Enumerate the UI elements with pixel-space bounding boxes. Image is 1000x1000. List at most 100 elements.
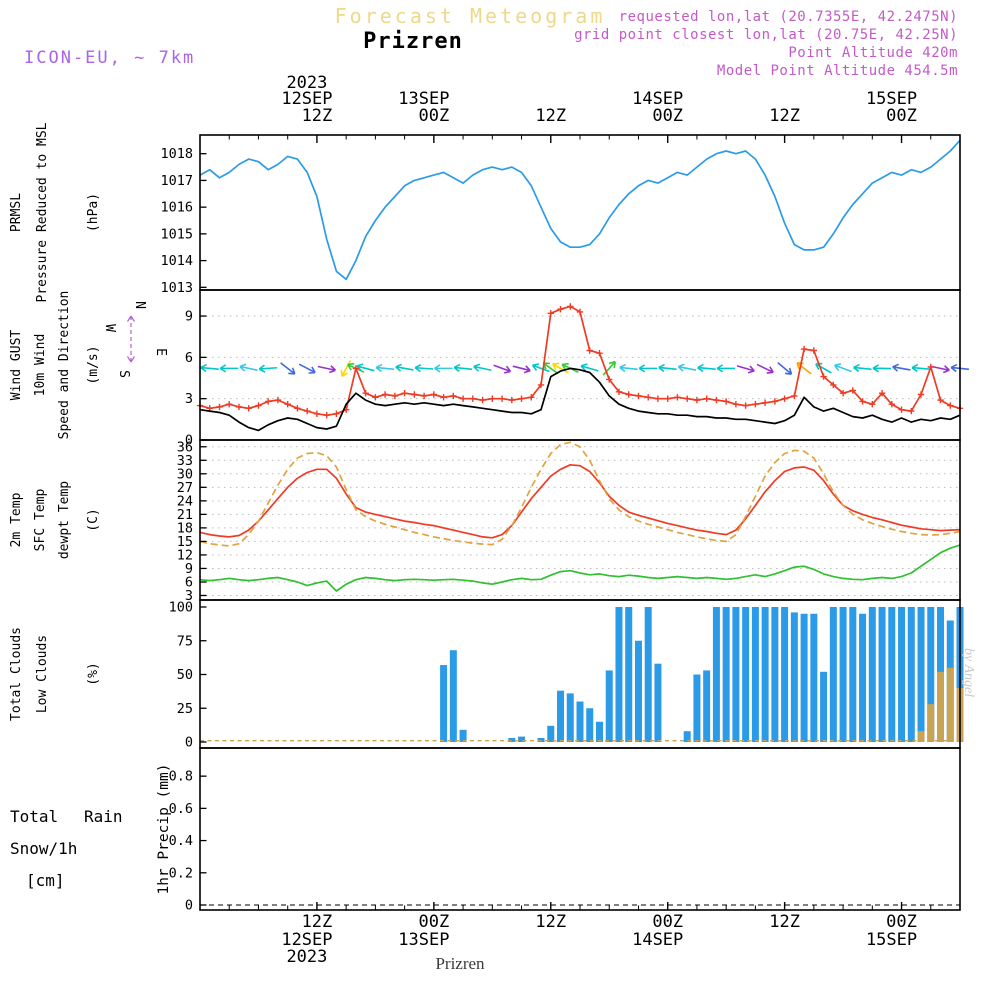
precip-legend-label: [cm] [26, 871, 65, 890]
svg-text:W: W [102, 324, 117, 332]
footer-station: Prizren [435, 954, 485, 973]
panel-axis-label: SFC Temp [33, 489, 48, 552]
wind-direction-arrow [200, 363, 219, 373]
low-clouds-bar [937, 671, 945, 742]
watermark: by Angel [961, 648, 976, 698]
total-clouds-bar [907, 607, 915, 742]
wind-direction-arrow [493, 364, 512, 374]
total-clouds-bar [625, 607, 633, 742]
total-clouds-bar [644, 607, 652, 742]
total-clouds-bar [634, 640, 642, 742]
total-clouds-bar [703, 670, 711, 742]
y-tick-label: 0 [185, 735, 193, 751]
wind-direction-arrow [340, 360, 352, 378]
y-tick-label: 15 [177, 534, 193, 550]
total-clouds-bar [547, 725, 555, 742]
sfc-temp-line [199, 441, 961, 547]
total-clouds-bar [820, 671, 828, 742]
y-tick-label: 25 [177, 701, 193, 717]
wind-direction-arrow [736, 365, 755, 374]
station-title: Prizren [363, 29, 463, 54]
low-clouds-bar [927, 704, 935, 742]
2m-temp-line [199, 463, 961, 539]
svg-text:N: N [132, 301, 147, 309]
total-clouds-bar [732, 607, 740, 742]
wind-direction-arrow [512, 365, 531, 374]
meta-model-point-altitude: Model Point Altitude 454.5m [716, 63, 958, 79]
panel-axis-label: (%) [86, 662, 101, 685]
panel-clouds: 0 25 50 75 100 Total Clouds Low Clouds (%) [9, 599, 964, 751]
total-clouds-bar [722, 607, 730, 742]
wind-direction-arrow [796, 362, 812, 375]
y-tick-label: 1013 [160, 280, 193, 296]
x-date-label: 12SEP [281, 930, 332, 950]
dewpt-temp-line [199, 544, 961, 592]
wind-gust-markers [196, 303, 964, 419]
x-date-label: 13SEP [398, 930, 449, 950]
total-clouds-bar [888, 607, 896, 742]
wind-direction-arrow [853, 363, 872, 373]
total-clouds-bar [508, 737, 516, 742]
y-tick-label: 18 [177, 520, 193, 536]
panel-axis-label: (m/s) [86, 345, 101, 384]
total-clouds-bar [878, 607, 886, 742]
x-date-label: 15SEP [866, 89, 917, 109]
x-tick-label: 12Z [302, 912, 333, 932]
precip-legend-label: Total [10, 807, 58, 826]
total-clouds-bar [440, 665, 448, 742]
low-clouds-bar [917, 731, 925, 742]
request-meta: requested lon,lat (20.7355E, 42.2475N) g… [574, 8, 958, 80]
total-clouds-bar [917, 607, 925, 742]
panel-axis-label: (C) [86, 508, 101, 531]
total-clouds-bar [557, 690, 565, 742]
x-tick-label: 00Z [886, 106, 917, 126]
y-tick-label: 0 [185, 898, 193, 914]
total-clouds-bar [839, 607, 847, 742]
y-tick-label: 0.6 [169, 801, 193, 817]
wind-direction-arrow [453, 363, 473, 373]
total-clouds-bar [800, 613, 808, 742]
wind-direction-arrow [239, 363, 258, 372]
y-tick-label: 6 [185, 350, 193, 366]
wind-direction-arrow [375, 363, 395, 373]
wind-direction-arrow [677, 363, 697, 372]
x-tick-label: 12Z [535, 106, 566, 126]
wind-direction-arrow [258, 364, 278, 373]
y-tick-label: 1015 [160, 226, 193, 242]
wind-direction-arrow [638, 364, 658, 373]
panel-axis-label: 2m Temp [9, 492, 24, 547]
wind-direction-arrow [756, 363, 774, 374]
wind-direction-arrow [395, 363, 414, 372]
total-clouds-bar [771, 607, 779, 742]
y-tick-label: 1018 [160, 146, 193, 162]
y-tick-label: 0.8 [169, 769, 193, 785]
total-clouds-bar [810, 613, 818, 742]
wind-direction-arrow [580, 363, 599, 372]
total-clouds-bar [595, 721, 603, 742]
panel-border [199, 439, 961, 601]
wind-direction-arrow [892, 363, 911, 372]
total-clouds-bar [615, 607, 623, 742]
x-date-label: 13SEP [398, 89, 449, 109]
wind-direction-arrow [716, 364, 736, 373]
wind-direction-arrow [697, 363, 716, 373]
svg-text:E: E [153, 348, 168, 356]
wind-direction-arrow [872, 364, 892, 373]
x-tick-label: 12Z [769, 912, 800, 932]
panel-axis-label: Speed and Direction [57, 291, 72, 440]
total-clouds-bar [654, 663, 662, 742]
total-clouds-bar [898, 607, 906, 742]
y-tick-label: 12 [177, 547, 193, 563]
y-tick-label: 24 [177, 493, 193, 509]
total-clouds-bar [761, 607, 769, 742]
x-tick-label: 00Z [418, 912, 449, 932]
10m-wind-line [199, 367, 961, 432]
y-tick-label: 0.4 [169, 833, 193, 849]
meta-gridpoint-lonlat: grid point closest lon,lat (20.75E, 42.2… [574, 27, 958, 43]
y-tick-label: 100 [169, 600, 193, 616]
y-tick-label: 3 [185, 391, 193, 407]
panel-axis-label: dewpt Temp [57, 481, 72, 559]
